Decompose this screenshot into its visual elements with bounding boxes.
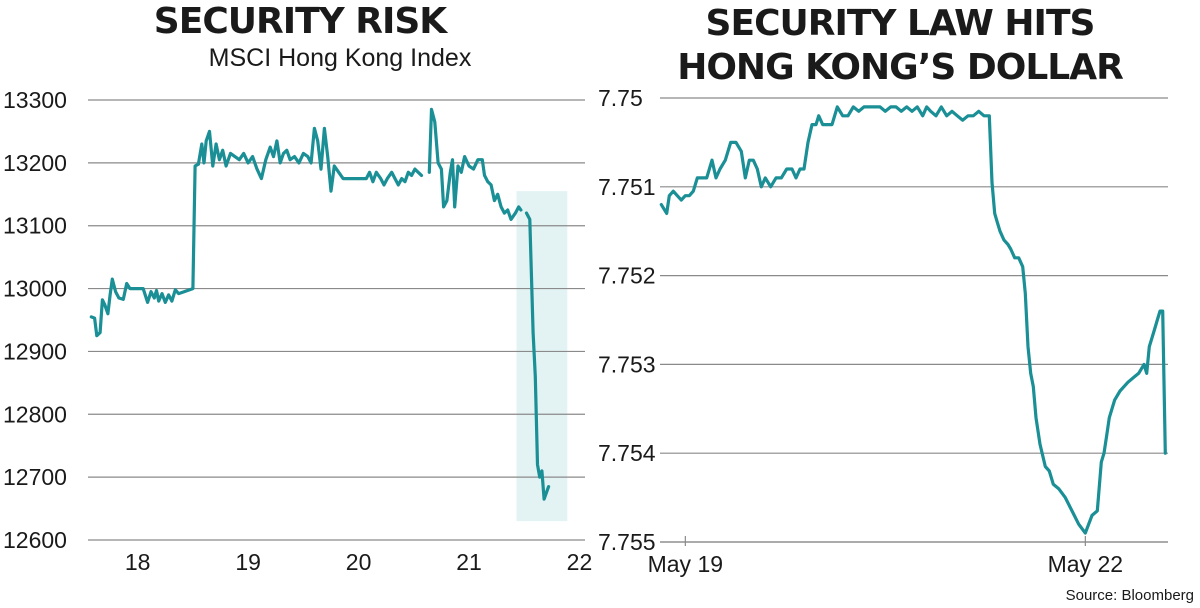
right-y-tick-label: 7.751 — [598, 174, 656, 200]
left-chart-title: SECURITY RISK — [153, 1, 447, 42]
left-y-tick-label: 12800 — [3, 401, 67, 427]
left-y-tick-label: 13300 — [3, 87, 67, 113]
left-y-tick-label: 13000 — [3, 276, 67, 302]
left-y-tick-label: 12900 — [3, 338, 67, 364]
right-series-line — [659, 105, 1167, 535]
left-x-tick-label: 22 — [567, 549, 593, 575]
left-y-tick-label: 13200 — [3, 150, 67, 176]
right-chart-title: SECURITY LAW HITS HONG KONG’S DOLLAR — [600, 2, 1200, 90]
right-y-tick-label: 7.754 — [598, 440, 656, 466]
left-series-line — [89, 162, 200, 338]
left-y-tick-label: 13100 — [3, 213, 67, 239]
left-y-tick-label: 12600 — [3, 527, 67, 553]
right-y-tick-label: 7.753 — [598, 351, 656, 377]
left-series-line — [427, 107, 523, 221]
right-x-tick-label: May 22 — [1048, 551, 1123, 577]
right-x-tick-label: May 19 — [648, 551, 723, 577]
left-highlight-band — [516, 191, 568, 522]
right-y-tick-label: 7.755 — [598, 529, 656, 555]
source-note: Source: Bloomberg — [1065, 587, 1194, 604]
left-x-tick-label: 21 — [456, 549, 482, 575]
left-x-tick-label: 18 — [125, 549, 151, 575]
right-y-tick-label: 7.752 — [598, 263, 656, 289]
right-title-line-2: HONG KONG’S DOLLAR — [677, 47, 1124, 88]
left-x-tick-label: 20 — [346, 549, 372, 575]
left-series-line — [196, 126, 424, 193]
left-series-line — [524, 211, 551, 501]
left-y-tick-label: 12700 — [3, 464, 67, 490]
left-chart-subtitle: MSCI Hong Kong Index — [208, 44, 472, 72]
left-x-tick-label: 19 — [235, 549, 261, 575]
right-title-line-1: SECURITY LAW HITS — [705, 3, 1096, 44]
right-y-tick-label: 7.75 — [598, 85, 643, 111]
